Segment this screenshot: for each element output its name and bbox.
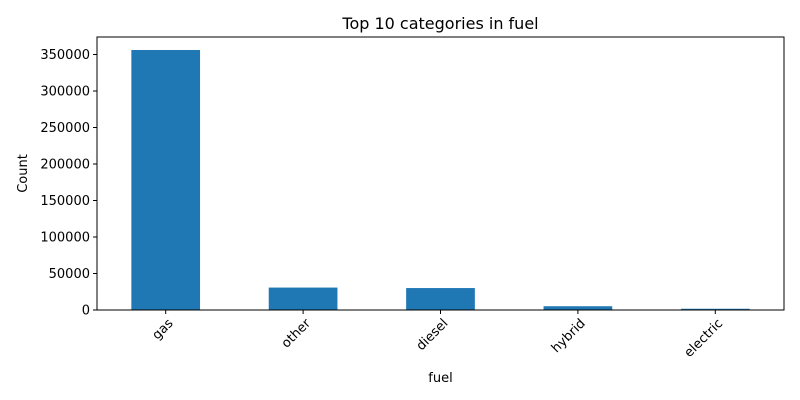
y-tick-label: 50000 — [49, 267, 90, 282]
x-tick-label: diesel — [414, 316, 452, 354]
bar-other — [268, 287, 338, 310]
x-axis-title: fuel — [428, 371, 452, 386]
bar-gas — [131, 49, 201, 310]
x-tick-label: electric — [682, 316, 727, 361]
chart-title: Top 10 categories in fuel — [341, 14, 538, 33]
bars-layer — [131, 49, 750, 310]
x-tick-label: other — [279, 316, 315, 352]
bar-hybrid — [543, 306, 613, 310]
bar-electric — [680, 308, 750, 310]
x-axis: gas other diesel hybrid electric — [150, 310, 726, 361]
y-tick-label: 150000 — [40, 194, 90, 209]
y-axis: 0 50000 100000 150000 200000 250000 300000 3500… — [40, 48, 97, 319]
y-tick-label: 200000 — [40, 158, 90, 173]
y-tick-label: 250000 — [40, 121, 90, 136]
plot-frame — [96, 36, 785, 311]
y-tick-label: 300000 — [40, 85, 90, 100]
y-tick-label: 100000 — [40, 231, 90, 246]
y-axis-title: Count — [16, 154, 31, 193]
x-tick-label: hybrid — [549, 316, 589, 356]
x-tick-label: gas — [150, 316, 177, 343]
y-tick-label: 350000 — [40, 48, 90, 63]
bar-diesel — [406, 288, 475, 310]
y-tick-label: 0 — [82, 304, 90, 319]
